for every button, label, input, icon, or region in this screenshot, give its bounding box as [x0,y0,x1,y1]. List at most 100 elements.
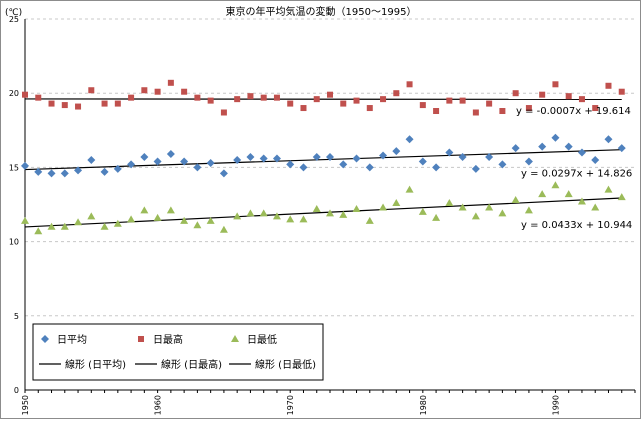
data-point-diamond [339,160,347,168]
data-point-square [88,87,94,93]
data-point-square [300,105,306,111]
data-point-diamond [538,143,546,151]
data-point-square [181,89,187,95]
data-point-square [35,95,41,101]
data-point-triangle [154,214,162,221]
data-point-square [380,96,386,102]
data-point-square [221,109,227,115]
data-point-triangle [578,198,586,205]
trendline-layer [25,99,622,227]
data-point-triangle [604,186,612,193]
data-point-triangle [167,206,175,213]
trendline-equation: y = 0.0433x + 10.944 [521,220,632,231]
data-point-triangle [193,221,201,228]
data-point-square [619,89,625,95]
data-point-diamond [459,153,467,161]
data-point-diamond [21,162,29,170]
data-point-square [287,101,293,107]
data-point-square [340,101,346,107]
data-point-square [513,90,519,96]
data-point-diamond [87,156,95,164]
data-point-triangle [392,199,400,206]
data-point-triangle [74,218,82,225]
data-point-square [433,108,439,114]
data-point-triangle [140,206,148,213]
data-point-square [22,92,28,98]
data-point-diamond [353,154,361,162]
data-point-diamond [551,134,559,142]
data-point-square [566,93,572,99]
data-point-square [49,101,55,107]
data-point-triangle [34,227,42,234]
data-point-square [460,98,466,104]
data-point-square [208,98,214,104]
data-point-triangle [406,186,414,193]
y-tick-label: 5 [14,312,19,321]
legend-label: 日最低 [247,333,277,346]
data-point-triangle [233,212,241,219]
data-point-triangle [379,203,387,210]
data-point-diamond [167,150,175,158]
data-point-square [247,93,253,99]
data-point-square [473,109,479,115]
data-point-square [552,81,558,87]
data-point-triangle [87,212,95,219]
data-point-diamond [525,157,533,165]
data-point-triangle [498,209,506,216]
data-point-triangle [180,217,188,224]
x-tick-label: 1980 [419,395,428,415]
data-point-diamond [286,160,294,168]
data-point-square [141,87,147,93]
x-tick-label: 1960 [154,395,163,415]
data-point-triangle [246,209,254,216]
data-point-diamond [472,165,480,173]
data-point-square [234,96,240,102]
data-point-diamond [207,159,215,167]
data-point-square [314,96,320,102]
data-point-square [407,81,413,87]
data-point-square [367,105,373,111]
data-point-diamond [512,144,520,152]
data-point-square [393,90,399,96]
legend-marker-square [138,336,144,342]
chart-title: 東京の年平均気温の変動（1950〜1995） [226,5,417,18]
data-point-diamond [406,135,414,143]
data-point-triangle [512,196,520,203]
data-point-diamond [578,149,586,157]
data-point-triangle [260,209,268,216]
data-point-square [155,89,161,95]
x-tick-label: 1990 [551,395,560,415]
data-point-square [75,104,81,110]
data-point-square [420,102,426,108]
trendline-equation: y = 0.0297x + 14.826 [521,168,632,179]
data-point-diamond [604,135,612,143]
y-tick-label: 20 [9,89,19,98]
data-point-square [486,101,492,107]
data-point-diamond [154,157,162,165]
data-point-diamond [193,163,201,171]
legend-trendline-label: 線形 (日最高) [161,358,222,371]
legend-trendline-label: 線形 (日最低) [255,358,316,371]
data-point-triangle [366,217,374,224]
data-point-triangle [459,203,467,210]
data-point-diamond [48,169,56,177]
data-point-diamond [618,144,626,152]
data-point-diamond [220,169,228,177]
x-tick-label: 1950 [21,395,30,415]
data-point-diamond [61,169,69,177]
data-point-diamond [591,156,599,164]
legend-label: 日平均 [57,334,87,346]
data-point-triangle [286,215,294,222]
data-point-diamond [432,163,440,171]
legend-trendline-label: 線形 (日平均) [65,358,126,371]
data-point-square [168,80,174,86]
data-points-layer [21,80,626,234]
data-point-square [499,108,505,114]
data-point-square [327,92,333,98]
data-point-triangle [591,203,599,210]
data-point-triangle [353,205,361,212]
data-point-diamond [366,163,374,171]
